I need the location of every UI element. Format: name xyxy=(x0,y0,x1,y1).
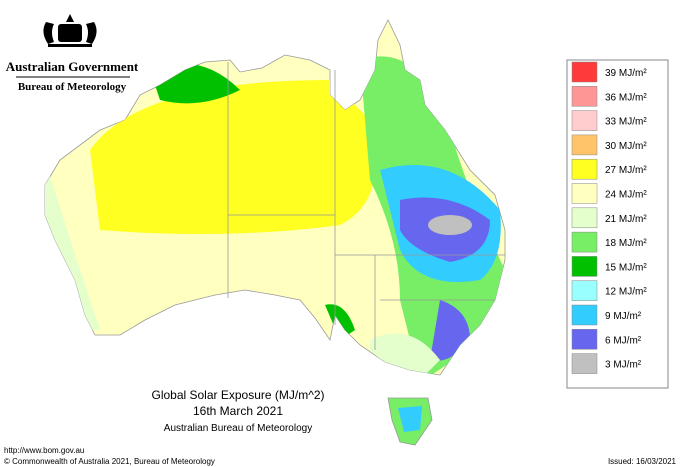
legend-swatch xyxy=(571,231,598,253)
legend: 39 MJ/m² 36 MJ/m² 33 MJ/m² 30 MJ/m² 27 MJ/m²… xyxy=(571,61,647,374)
legend-swatch xyxy=(571,304,598,326)
legend-label: 18 MJ/m² xyxy=(605,238,647,249)
map-date: 16th March 2021 xyxy=(193,404,283,418)
legend-label: 39 MJ/m² xyxy=(605,68,647,79)
legend-label: 3 MJ/m² xyxy=(605,360,642,371)
map-title: Global Solar Exposure (MJ/m^2) xyxy=(151,388,324,402)
legend-label: 36 MJ/m² xyxy=(605,92,647,103)
legend-swatch xyxy=(571,256,598,277)
legend-label: 27 MJ/m² xyxy=(605,165,647,176)
legend-swatch xyxy=(571,134,598,156)
legend-label: 33 MJ/m² xyxy=(605,117,647,128)
map-source: Australian Bureau of Meteorology xyxy=(164,423,312,434)
legend-label: 12 MJ/m² xyxy=(605,287,647,298)
legend-swatch xyxy=(571,183,598,204)
issued: Issued: 16/03/2021 xyxy=(608,457,677,466)
legend-label: 9 MJ/m² xyxy=(605,311,642,322)
legend-swatch xyxy=(571,353,598,374)
legend-label: 24 MJ/m² xyxy=(605,190,647,201)
government-name: Australian Government xyxy=(6,59,139,74)
url: http://www.bom.gov.au xyxy=(4,446,84,455)
legend-swatch xyxy=(571,207,598,229)
legend-swatch xyxy=(571,86,598,107)
legend-label: 30 MJ/m² xyxy=(605,141,647,152)
legend-swatch xyxy=(571,329,598,350)
legend-label: 15 MJ/m² xyxy=(605,262,647,273)
legend-swatch xyxy=(571,110,598,131)
legend-swatch xyxy=(571,61,598,83)
map xyxy=(44,19,506,446)
legend-swatch xyxy=(571,158,598,180)
legend-swatch xyxy=(571,280,598,301)
legend-label: 21 MJ/m² xyxy=(605,214,647,225)
crest xyxy=(43,14,97,47)
agency-name: Bureau of Meteorology xyxy=(18,81,127,93)
legend-label: 6 MJ/m² xyxy=(605,335,642,346)
copyright: © Commonwealth of Australia 2021, Bureau… xyxy=(4,457,215,466)
